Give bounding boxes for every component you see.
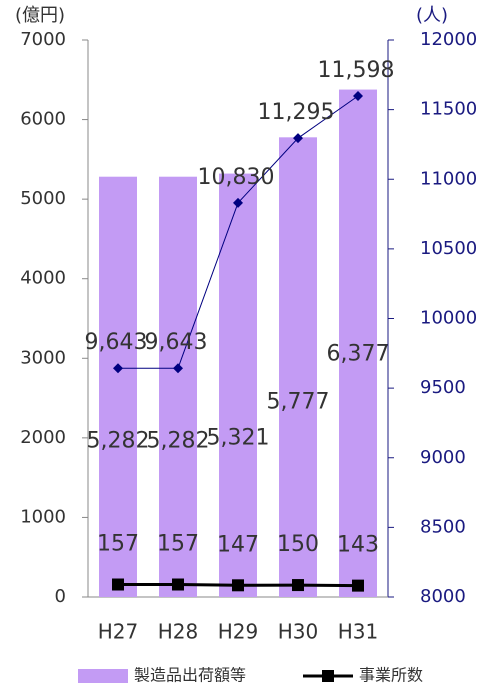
data-label: 9,643 bbox=[85, 330, 148, 355]
y-tick-label: 3000 bbox=[20, 347, 66, 368]
y-tick-label: 0 bbox=[55, 586, 66, 607]
bar bbox=[219, 173, 257, 597]
marker bbox=[292, 579, 304, 592]
data-label: 11,598 bbox=[318, 58, 395, 83]
y2-tick-label: 11500 bbox=[420, 99, 477, 120]
data-label: 5,282 bbox=[147, 429, 210, 454]
y2-tick-label: 10500 bbox=[420, 238, 477, 259]
data-label: 5,777 bbox=[267, 389, 330, 414]
data-label: 6,377 bbox=[327, 342, 390, 367]
marker bbox=[112, 578, 124, 591]
legend-label: 製造品出荷額等 bbox=[134, 666, 246, 685]
marker bbox=[232, 579, 244, 592]
marker bbox=[233, 197, 243, 208]
y-tick-label: 4000 bbox=[20, 268, 66, 289]
x-tick-label: H31 bbox=[338, 620, 379, 644]
y-tick-label: 6000 bbox=[20, 109, 66, 130]
y2-tick-label: 12000 bbox=[420, 29, 477, 50]
bar bbox=[159, 176, 197, 597]
x-tick-label: H30 bbox=[278, 620, 319, 644]
x-tick-label: H28 bbox=[158, 620, 199, 644]
y2-tick-label: 10000 bbox=[420, 308, 477, 329]
legend-label: 事業所数 bbox=[359, 666, 423, 685]
data-label: 5,282 bbox=[87, 429, 150, 454]
y2-axis-label: (人) bbox=[416, 5, 448, 26]
y-axis-label: (億円) bbox=[15, 5, 65, 26]
y-tick-label: 7000 bbox=[20, 29, 66, 50]
x-tick-label: H29 bbox=[218, 620, 259, 644]
data-label: 11,295 bbox=[258, 100, 335, 125]
y-tick-label: 2000 bbox=[20, 427, 66, 448]
marker bbox=[293, 133, 303, 144]
y-tick-label: 5000 bbox=[20, 188, 66, 209]
data-label: 147 bbox=[217, 532, 259, 557]
data-label: 150 bbox=[277, 532, 319, 557]
marker bbox=[172, 578, 184, 591]
y2-tick-label: 8500 bbox=[420, 516, 466, 537]
marker bbox=[113, 363, 123, 374]
data-label: 5,321 bbox=[207, 426, 270, 451]
data-label: 157 bbox=[97, 532, 139, 557]
data-label: 157 bbox=[157, 532, 199, 557]
data-label: 10,830 bbox=[198, 165, 275, 190]
x-tick-label: H27 bbox=[98, 620, 139, 644]
marker bbox=[173, 363, 183, 374]
data-label: 143 bbox=[337, 533, 379, 558]
y2-tick-label: 9500 bbox=[420, 377, 466, 398]
marker bbox=[353, 90, 363, 101]
bar bbox=[339, 89, 377, 597]
data-label: 9,643 bbox=[145, 330, 208, 355]
bar bbox=[279, 137, 317, 597]
y-tick-label: 1000 bbox=[20, 506, 66, 527]
legend-swatch bbox=[322, 670, 334, 682]
y2-tick-label: 9000 bbox=[420, 447, 466, 468]
y2-tick-label: 8000 bbox=[420, 586, 466, 607]
y2-tick-label: 11000 bbox=[420, 168, 477, 189]
marker bbox=[352, 579, 364, 592]
legend-swatch bbox=[78, 669, 128, 683]
bar bbox=[99, 176, 137, 597]
